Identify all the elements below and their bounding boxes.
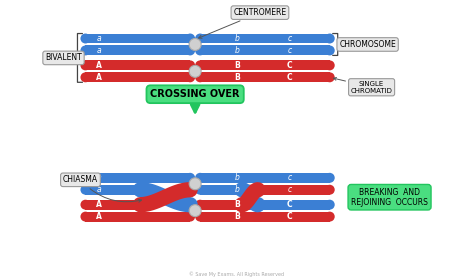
Text: A: A xyxy=(97,212,102,221)
Circle shape xyxy=(185,212,195,221)
Text: c: c xyxy=(288,46,292,55)
Circle shape xyxy=(325,45,335,55)
Circle shape xyxy=(195,60,205,70)
Text: b: b xyxy=(235,185,239,194)
Circle shape xyxy=(189,205,201,217)
Text: B: B xyxy=(234,73,240,82)
Circle shape xyxy=(245,200,255,210)
Bar xyxy=(200,72,330,82)
Circle shape xyxy=(81,34,91,43)
Circle shape xyxy=(81,45,91,55)
Circle shape xyxy=(195,45,205,55)
Text: B: B xyxy=(234,200,240,209)
Circle shape xyxy=(185,34,195,43)
Text: a: a xyxy=(97,185,102,194)
Bar xyxy=(200,212,330,221)
Text: B: B xyxy=(234,61,240,70)
Text: A: A xyxy=(97,73,102,82)
Text: CROSSING OVER: CROSSING OVER xyxy=(150,89,240,99)
Circle shape xyxy=(185,60,195,70)
Text: SINGLE
CHROMATID: SINGLE CHROMATID xyxy=(334,78,392,94)
Bar xyxy=(250,200,330,210)
Circle shape xyxy=(245,200,255,210)
Text: c: c xyxy=(288,185,292,194)
Text: b: b xyxy=(235,46,239,55)
Text: c: c xyxy=(288,173,292,182)
Text: a: a xyxy=(97,34,102,43)
Text: a: a xyxy=(97,46,102,55)
Bar xyxy=(200,60,330,70)
Circle shape xyxy=(325,173,335,183)
Text: CHROMOSOME: CHROMOSOME xyxy=(339,40,396,49)
Text: A: A xyxy=(97,200,102,209)
Text: a: a xyxy=(97,173,102,182)
Bar xyxy=(250,185,330,195)
Circle shape xyxy=(189,178,201,190)
Text: C: C xyxy=(287,212,292,221)
Text: b: b xyxy=(235,173,239,182)
Circle shape xyxy=(245,185,255,195)
Text: A: A xyxy=(97,61,102,70)
Bar xyxy=(85,72,190,82)
Text: b: b xyxy=(235,34,239,43)
Circle shape xyxy=(81,200,91,210)
Circle shape xyxy=(325,200,335,210)
Bar xyxy=(85,200,140,210)
Circle shape xyxy=(195,185,205,195)
Circle shape xyxy=(195,72,205,82)
Circle shape xyxy=(325,72,335,82)
Circle shape xyxy=(135,200,145,210)
Circle shape xyxy=(195,212,205,221)
Circle shape xyxy=(81,72,91,82)
Bar xyxy=(85,60,190,70)
Circle shape xyxy=(135,185,145,195)
Bar xyxy=(200,185,250,195)
Circle shape xyxy=(189,65,201,77)
Circle shape xyxy=(189,39,201,50)
Text: BREAKING  AND
REJOINING  OCCURS: BREAKING AND REJOINING OCCURS xyxy=(351,188,428,207)
Text: C: C xyxy=(287,200,292,209)
Circle shape xyxy=(81,212,91,221)
Bar xyxy=(85,34,190,43)
Circle shape xyxy=(81,60,91,70)
Text: © Save My Exams. All Rights Reserved: © Save My Exams. All Rights Reserved xyxy=(190,272,284,277)
Text: CENTROMERE: CENTROMERE xyxy=(199,8,286,38)
Circle shape xyxy=(185,45,195,55)
Circle shape xyxy=(81,185,91,195)
Text: C: C xyxy=(287,61,292,70)
Bar xyxy=(85,212,190,221)
Bar xyxy=(85,185,140,195)
Circle shape xyxy=(195,34,205,43)
Bar xyxy=(200,45,330,55)
Circle shape xyxy=(325,60,335,70)
Circle shape xyxy=(195,173,205,183)
Bar xyxy=(200,173,330,183)
Circle shape xyxy=(325,185,335,195)
Bar xyxy=(200,34,330,43)
Circle shape xyxy=(81,173,91,183)
Circle shape xyxy=(185,173,195,183)
Circle shape xyxy=(325,212,335,221)
Text: C: C xyxy=(287,73,292,82)
Circle shape xyxy=(195,200,205,210)
Circle shape xyxy=(245,185,255,195)
Text: B: B xyxy=(234,212,240,221)
Text: CHIASMA: CHIASMA xyxy=(63,175,142,202)
Bar xyxy=(85,45,190,55)
Bar xyxy=(85,173,190,183)
Circle shape xyxy=(185,72,195,82)
Bar xyxy=(200,200,250,210)
Text: BIVALENT: BIVALENT xyxy=(45,53,82,62)
Text: c: c xyxy=(288,34,292,43)
Circle shape xyxy=(325,34,335,43)
